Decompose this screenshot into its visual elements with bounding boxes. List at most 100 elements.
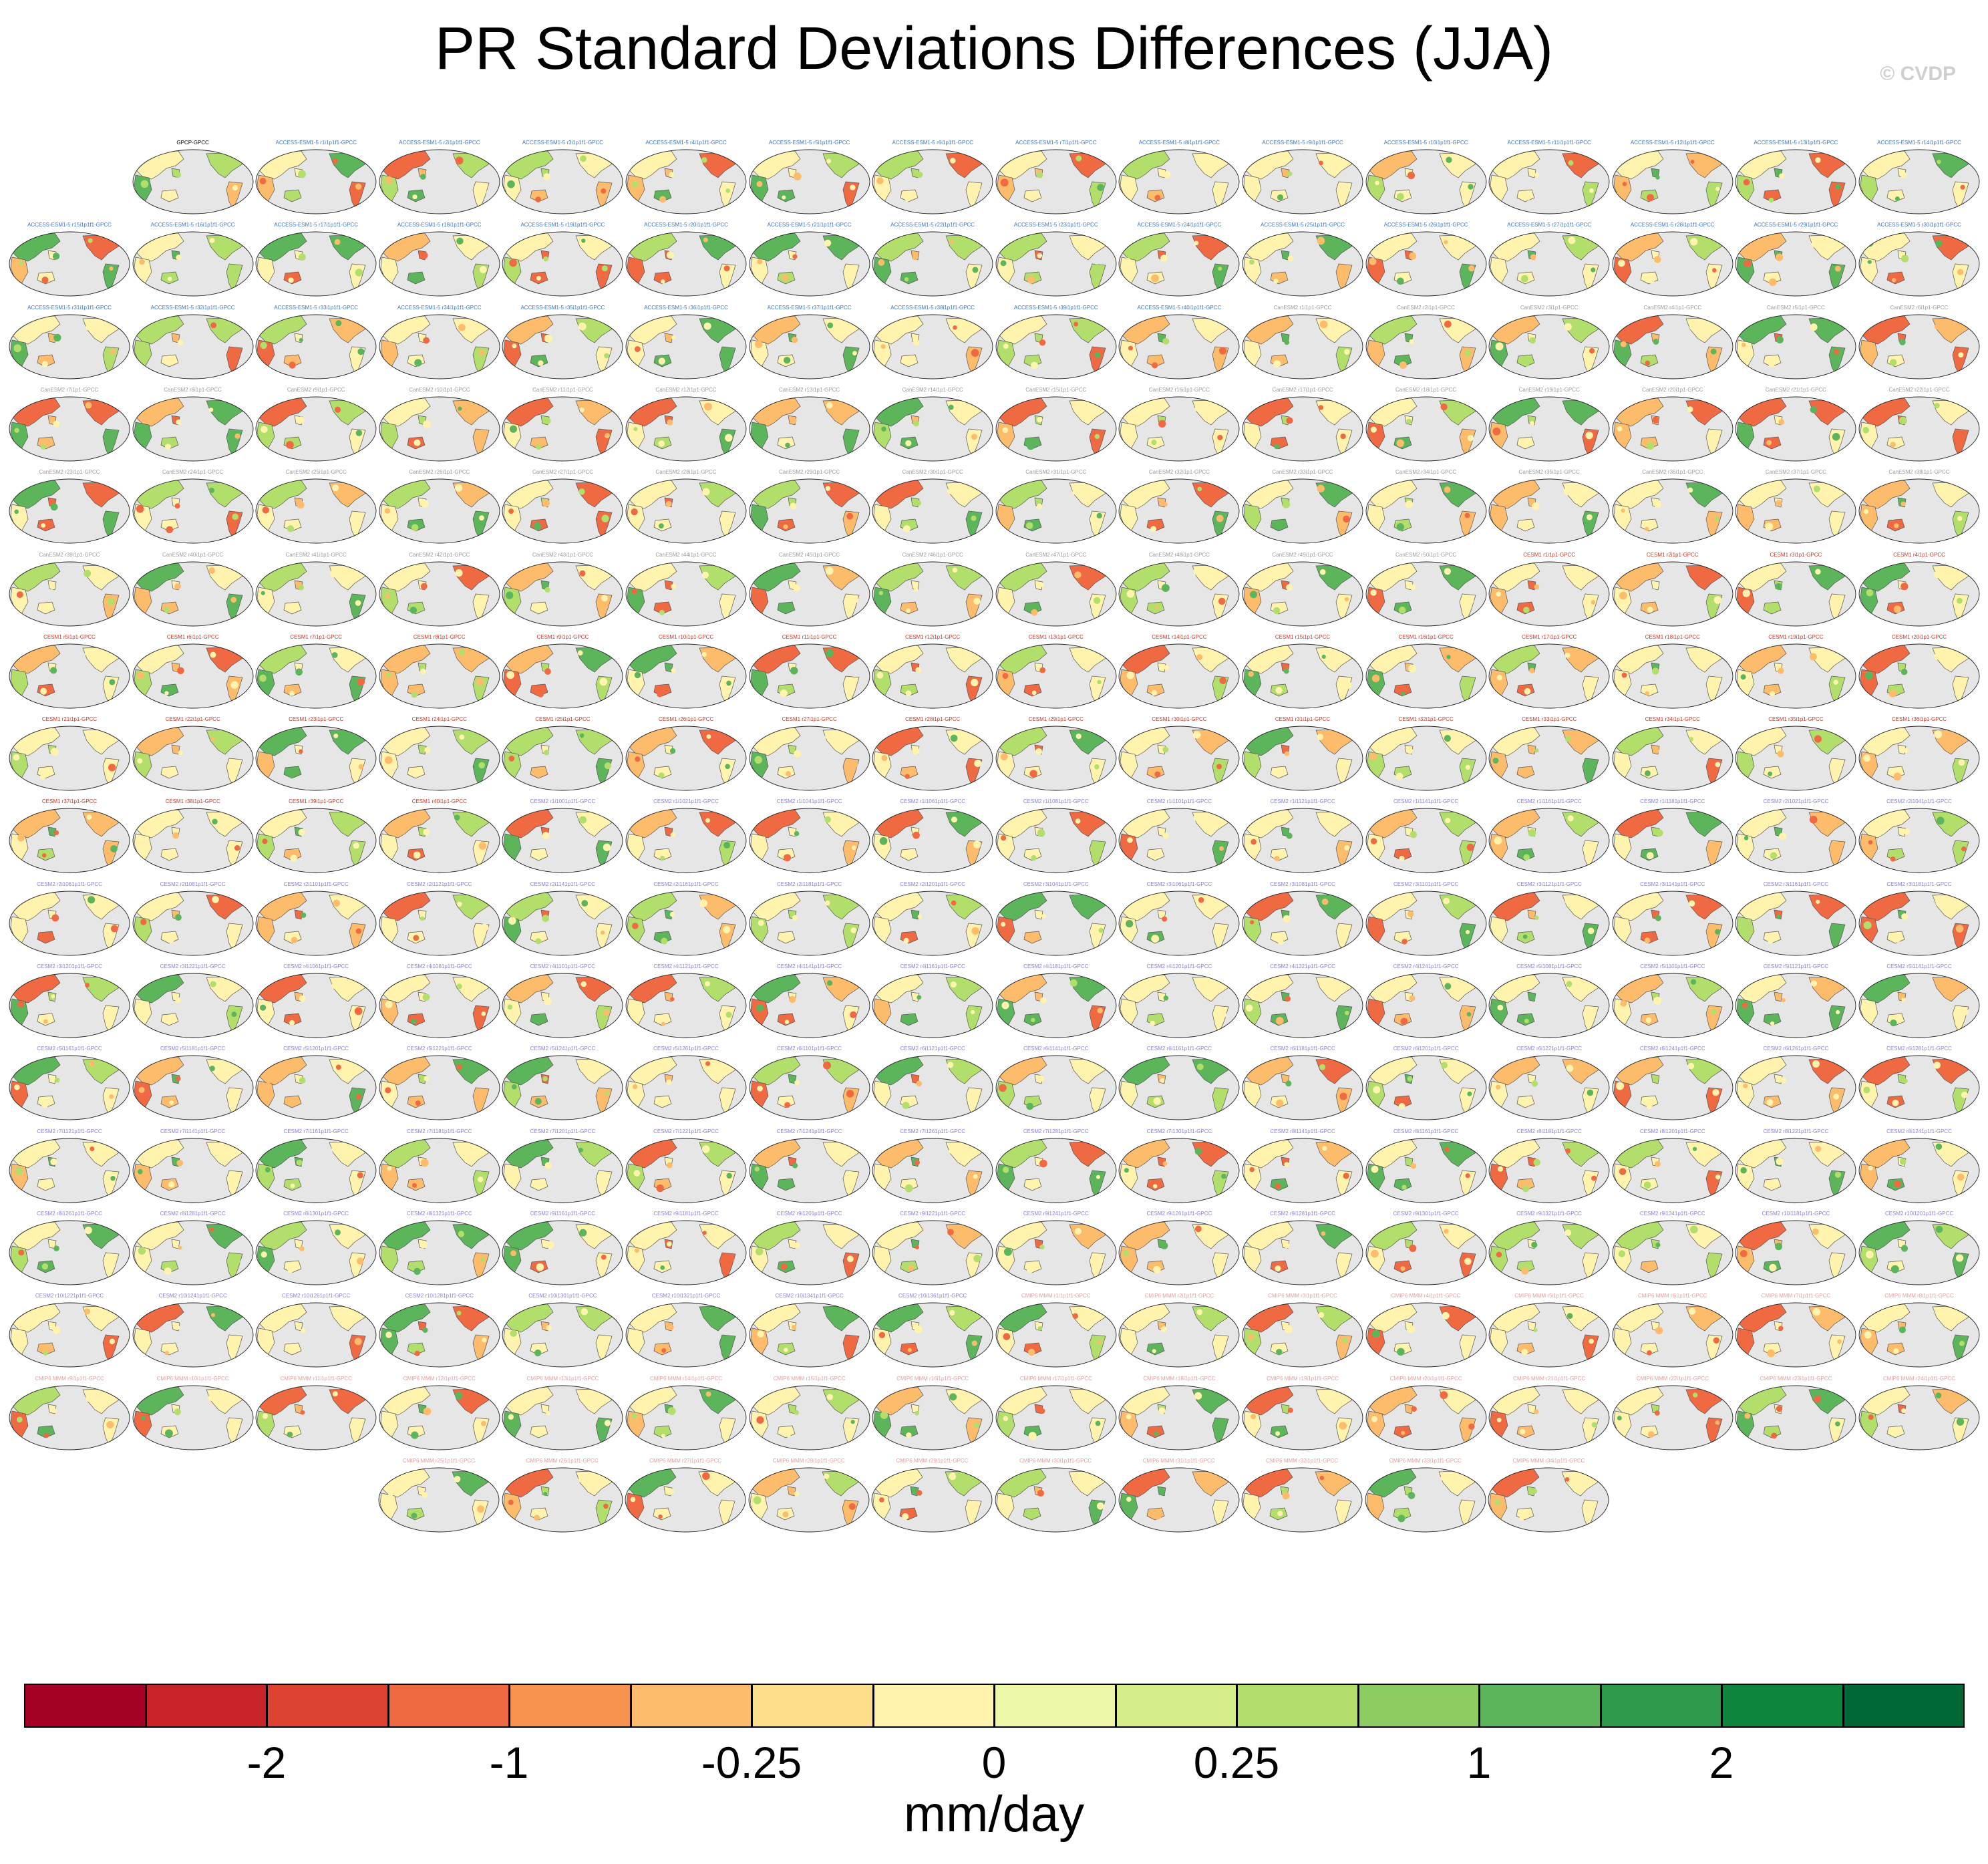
anomaly-patch bbox=[656, 1184, 664, 1192]
anomaly-patch bbox=[1246, 1147, 1251, 1152]
anomaly-patch bbox=[826, 322, 833, 328]
greenland-shape bbox=[1834, 1303, 1852, 1313]
anomaly-patch bbox=[534, 522, 542, 531]
anomaly-patch bbox=[297, 501, 305, 509]
map-panel: CMIP6 MMM r21i1p1f1-GPCC bbox=[1488, 1375, 1611, 1452]
map-panel: CESM2 r6i1161p1f1-GPCC bbox=[1118, 1045, 1240, 1122]
anomaly-patch bbox=[1218, 597, 1226, 605]
greenland-shape bbox=[1464, 396, 1482, 406]
anomaly-patch bbox=[1836, 1010, 1840, 1015]
anomaly-patch bbox=[138, 840, 144, 845]
map-panel: CMIP6 MMM r32i1p1f1-GPCC bbox=[1240, 1457, 1363, 1535]
anomaly-patch bbox=[172, 832, 179, 839]
anomaly-patch bbox=[1275, 686, 1283, 693]
anomaly-patch bbox=[140, 569, 144, 575]
greenland-shape bbox=[971, 1467, 989, 1477]
anomaly-patch bbox=[383, 1228, 389, 1234]
map-panel: ACCESS-ESM1-5 r18i1p1f1-GPCC bbox=[378, 221, 501, 299]
anomaly-patch bbox=[1398, 1103, 1405, 1110]
anomaly-patch bbox=[1497, 1004, 1504, 1011]
anomaly-patch bbox=[1094, 1256, 1102, 1264]
anomaly-patch bbox=[1618, 1250, 1625, 1257]
anomaly-patch bbox=[915, 1245, 920, 1250]
panel-label: CESM1 r5i1p1-GPCC bbox=[43, 633, 96, 640]
greenland-shape bbox=[1834, 808, 1852, 818]
panel-label: CanESM2 r49i1p1-GPCC bbox=[1272, 551, 1333, 558]
anomaly-patch bbox=[578, 1147, 584, 1152]
anomaly-patch bbox=[1284, 751, 1290, 756]
world-map bbox=[995, 396, 1117, 462]
anomaly-patch bbox=[1955, 924, 1964, 933]
map-border bbox=[1242, 1220, 1363, 1285]
anomaly-patch bbox=[633, 1169, 641, 1177]
panel-label: ACCESS-ESM1-5 r29i1p1f1-GPCC bbox=[1754, 222, 1838, 228]
anomaly-patch bbox=[1534, 1408, 1539, 1414]
continent-shape bbox=[1897, 826, 1907, 837]
greenland-shape bbox=[848, 643, 866, 653]
map-border bbox=[1612, 726, 1733, 791]
anomaly-patch bbox=[1835, 1171, 1842, 1178]
panel-label: CESM1 r7i1p1-GPCC bbox=[290, 633, 343, 640]
panel-label: CMIP6 MMM r17i1p1f1-GPCC bbox=[1019, 1375, 1092, 1382]
world-map bbox=[625, 1220, 747, 1285]
anomaly-patch bbox=[1957, 516, 1963, 521]
anomaly-patch bbox=[1396, 192, 1404, 200]
anomaly-patch bbox=[50, 748, 59, 756]
anomaly-patch bbox=[755, 980, 760, 985]
map-border bbox=[625, 149, 747, 214]
map-panel: CESM2 r3i1201p1f1-GPCC bbox=[8, 963, 131, 1040]
panel-label: CESM2 r7i1161p1f1-GPCC bbox=[283, 1128, 349, 1134]
anomaly-patch bbox=[1343, 515, 1350, 523]
greenland-shape bbox=[1834, 1220, 1852, 1230]
anomaly-patch bbox=[1587, 514, 1593, 520]
world-map bbox=[1242, 891, 1363, 956]
anomaly-patch bbox=[659, 609, 665, 615]
colorbar-tick-label: -1 bbox=[489, 1738, 529, 1787]
anomaly-patch bbox=[1370, 426, 1377, 433]
anomaly-patch bbox=[84, 650, 90, 656]
greenland-shape bbox=[1464, 561, 1482, 571]
anomaly-patch bbox=[1195, 320, 1201, 326]
anomaly-patch bbox=[1901, 1408, 1907, 1413]
anomaly-patch bbox=[230, 1172, 238, 1181]
greenland-shape bbox=[601, 726, 619, 736]
anomaly-patch bbox=[387, 1144, 393, 1150]
map-panel: CESM2 r5i1101p1f1-GPCC bbox=[1611, 963, 1734, 1040]
panel-label: CanESM2 r28i1p1-GPCC bbox=[655, 469, 717, 476]
anomaly-patch bbox=[355, 269, 363, 277]
map-panel: CMIP6 MMM r22i1p1f1-GPCC bbox=[1611, 1375, 1734, 1452]
greenland-shape bbox=[1958, 973, 1975, 983]
anomaly-patch bbox=[1396, 1348, 1405, 1356]
anomaly-patch bbox=[1249, 895, 1255, 901]
anomaly-patch bbox=[14, 509, 19, 514]
map-border bbox=[132, 1302, 254, 1368]
world-map bbox=[1612, 561, 1733, 626]
greenland-shape bbox=[108, 891, 126, 901]
greenland-shape bbox=[1464, 1385, 1482, 1395]
anomaly-patch bbox=[1400, 1430, 1405, 1435]
anomaly-patch bbox=[902, 1513, 909, 1520]
anomaly-patch bbox=[1740, 1249, 1748, 1257]
anomaly-patch bbox=[1564, 488, 1572, 496]
anomaly-patch bbox=[599, 677, 608, 686]
anomaly-patch bbox=[1216, 183, 1224, 190]
anomaly-patch bbox=[209, 238, 215, 244]
greenland-shape bbox=[1958, 1056, 1975, 1066]
anomaly-patch bbox=[1523, 934, 1528, 939]
world-map bbox=[1858, 1302, 1980, 1368]
anomaly-patch bbox=[947, 1229, 954, 1235]
map-panel: ACCESS-ESM1-5 r16i1p1f1-GPCC bbox=[132, 221, 255, 299]
greenland-shape bbox=[1464, 1220, 1482, 1230]
anomaly-patch bbox=[702, 488, 710, 496]
anomaly-patch bbox=[1371, 1415, 1377, 1422]
anomaly-patch bbox=[481, 1011, 486, 1016]
panel-label: CMIP6 MMM r1i1p1f1-GPCC bbox=[1021, 1293, 1091, 1299]
anomaly-patch bbox=[757, 322, 762, 327]
anomaly-patch bbox=[1407, 1076, 1412, 1082]
greenland-shape bbox=[1464, 1056, 1482, 1066]
continent-shape bbox=[664, 580, 673, 590]
panel-label: CMIP6 MMM r32i1p1f1-GPCC bbox=[1266, 1457, 1339, 1464]
anomaly-patch bbox=[826, 1393, 833, 1400]
map-border bbox=[255, 478, 377, 544]
anomaly-patch bbox=[1343, 1173, 1349, 1179]
